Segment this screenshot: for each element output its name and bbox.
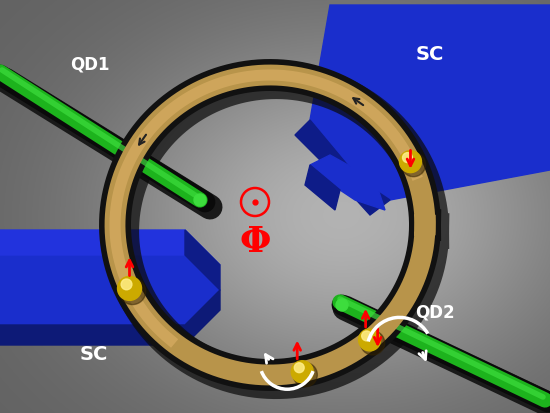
Text: SC: SC xyxy=(416,45,444,64)
Circle shape xyxy=(292,361,313,383)
Circle shape xyxy=(359,329,381,351)
Circle shape xyxy=(121,279,132,290)
Polygon shape xyxy=(185,230,220,290)
Polygon shape xyxy=(295,120,390,215)
Circle shape xyxy=(294,363,304,373)
Text: SC: SC xyxy=(80,346,108,365)
Text: Φ: Φ xyxy=(239,225,271,259)
Polygon shape xyxy=(0,230,220,265)
Polygon shape xyxy=(305,165,340,210)
Circle shape xyxy=(336,299,348,311)
Text: QD1: QD1 xyxy=(70,56,109,74)
Circle shape xyxy=(194,194,206,206)
Circle shape xyxy=(361,331,385,355)
Text: QD2: QD2 xyxy=(415,304,455,322)
Circle shape xyxy=(118,276,141,300)
Polygon shape xyxy=(0,255,220,325)
Circle shape xyxy=(119,278,146,305)
Circle shape xyxy=(362,331,372,341)
Circle shape xyxy=(399,151,421,173)
Circle shape xyxy=(293,363,317,387)
Polygon shape xyxy=(310,5,550,200)
Circle shape xyxy=(402,152,426,177)
Polygon shape xyxy=(310,155,385,210)
Circle shape xyxy=(403,153,412,163)
Polygon shape xyxy=(0,290,220,345)
